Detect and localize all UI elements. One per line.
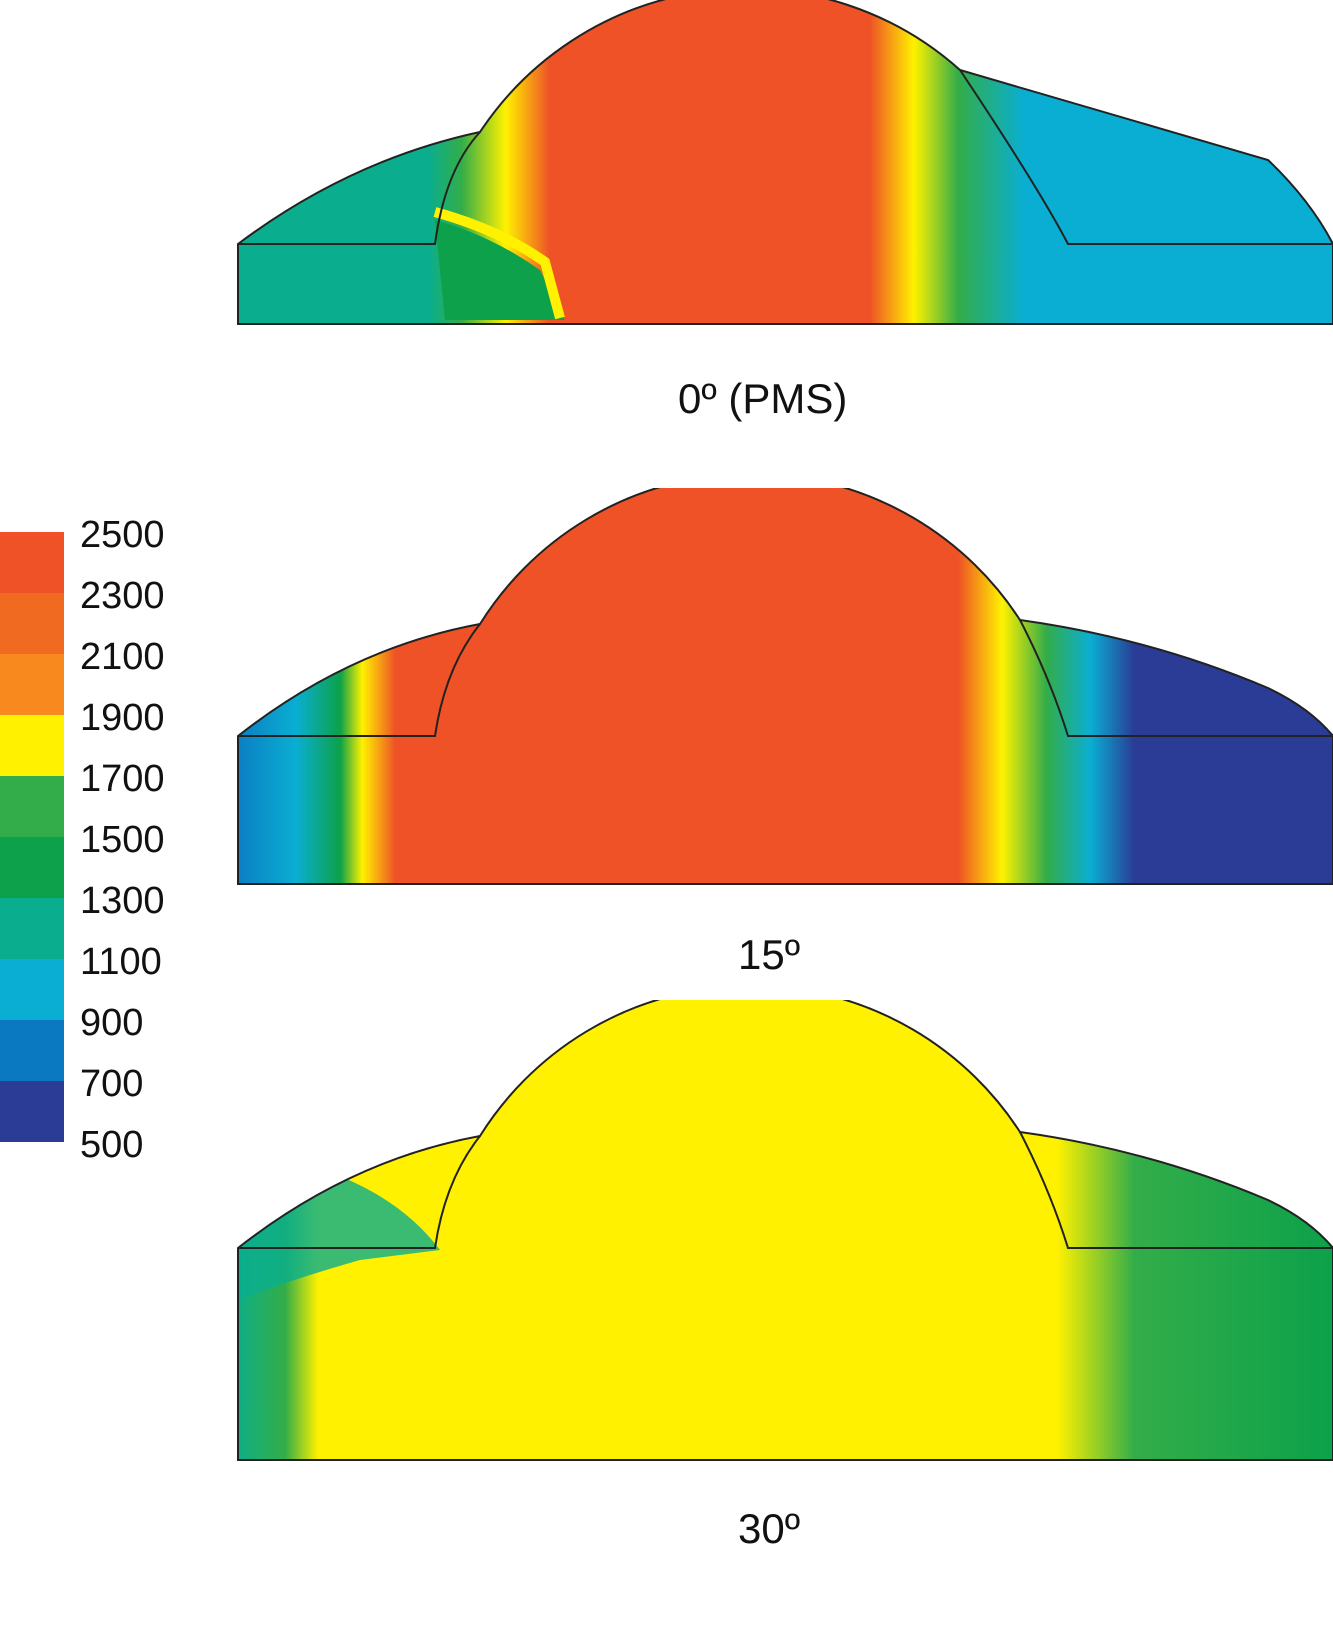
combustion-panel-0deg (230, 0, 1333, 340)
legend-label: 2500 (80, 514, 165, 556)
chamber-outline (237, 488, 1333, 885)
chamber-outline (237, 1000, 1333, 1461)
legend-swatch (0, 1020, 64, 1081)
panel-caption-0deg: 0º (PMS) (678, 375, 848, 422)
combustion-panel-15deg (230, 488, 1333, 888)
chamber-section-0deg (237, 0, 1333, 325)
legend-swatch (0, 532, 64, 593)
legend-label: 500 (80, 1124, 144, 1166)
legend-label: 900 (80, 1002, 144, 1044)
green-pocket (435, 220, 565, 320)
legend-label: 700 (80, 1063, 144, 1105)
legend-swatch (0, 593, 64, 654)
chamber-section-30deg (237, 1000, 1333, 1461)
legend-label: 2300 (80, 575, 165, 617)
legend-swatch (0, 654, 64, 715)
legend-swatch (0, 959, 64, 1020)
panel-caption-15deg: 15º (738, 931, 801, 978)
legend-label: 1700 (80, 758, 165, 800)
flame-front (433, 207, 565, 320)
legend-label: 1900 (80, 697, 165, 739)
legend-label: 1100 (80, 941, 162, 983)
legend-swatch (0, 898, 64, 959)
legend-swatch (0, 837, 64, 898)
legend-swatch (0, 715, 64, 776)
legend-label: 1300 (80, 880, 165, 922)
combustion-panel-30deg (230, 1000, 1333, 1470)
panel-caption-30deg: 30º (738, 1505, 801, 1552)
chamber-section-15deg (237, 488, 1333, 885)
chamber-outline (237, 0, 1333, 325)
legend-label: 2100 (80, 636, 165, 678)
legend-swatch (0, 776, 64, 837)
color-scale-legend: 2500 2300 2100 1900 1700 1500 1300 1100 900 700 50… (0, 516, 200, 1172)
legend-swatch (0, 1081, 64, 1142)
legend-label: 1500 (80, 819, 165, 861)
color-scale-bar (0, 532, 64, 1142)
